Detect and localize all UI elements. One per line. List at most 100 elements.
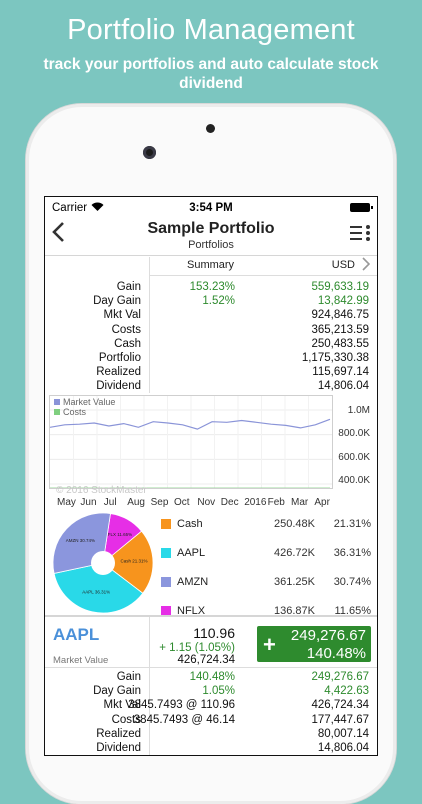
- stock-row: Costs 3845.7493 @ 46.14 177,447.67: [45, 714, 377, 728]
- chart-legend: Market Value Costs: [54, 397, 115, 417]
- gain-badge[interactable]: + 249,276.67 140.48%: [257, 626, 371, 662]
- x-tick-label: Apr: [314, 497, 330, 508]
- summary-row: Costs 365,213.59: [45, 324, 377, 338]
- stock-detail-aapl[interactable]: AAPL 110.96 + 1.15 (1.05%) Market Value …: [45, 617, 377, 755]
- summary-row: Gain 153.23% 559,633.19: [45, 281, 377, 295]
- x-tick-label: Feb: [267, 497, 285, 508]
- summary-row: Realized 115,697.14: [45, 366, 377, 380]
- pie-slice-label: AAPL 36.31%: [82, 589, 110, 594]
- allocation-value: 426.72K: [274, 547, 315, 559]
- allocation-percent: 30.74%: [333, 576, 371, 588]
- allocation-item-nflx[interactable]: NFLX 136.87K 11.65%: [161, 604, 371, 620]
- status-bar: Carrier 3:54 PM: [45, 197, 377, 217]
- summary-row-label: Gain: [116, 281, 141, 293]
- x-tick-label: Sep: [150, 497, 169, 508]
- allocation-value: 136.87K: [274, 605, 315, 617]
- allocation-item-aapl[interactable]: AAPL 426.72K 36.31%: [161, 546, 371, 562]
- status-time: 3:54 PM: [189, 202, 233, 214]
- allocation-item-amzn[interactable]: AMZN 361.25K 30.74%: [161, 575, 371, 591]
- x-tick-label: 2016: [244, 497, 267, 508]
- summary-row-value: 115,697.14: [312, 366, 369, 379]
- x-tick-label: Aug: [127, 497, 145, 508]
- pie-hole: [91, 551, 115, 575]
- gain-percent: 140.48%: [306, 645, 366, 662]
- y-tick-label: 800.0K: [338, 428, 370, 439]
- chevron-right-icon[interactable]: [362, 257, 371, 274]
- speaker-icon: [206, 124, 215, 133]
- stock-row-detail: 3845.7493 @ 110.96: [128, 699, 235, 712]
- navigation-bar: Sample Portfolio Portfolios: [45, 217, 377, 256]
- stock-ticker[interactable]: AAPL: [53, 625, 100, 644]
- promo-subtitle: track your portfolios and auto calculate…: [43, 56, 379, 92]
- color-swatch: [161, 606, 171, 616]
- wifi-icon: [91, 202, 104, 215]
- allocation-name: AAPL: [177, 547, 206, 559]
- currency-label: USD: [331, 259, 355, 271]
- summary-label: Summary: [187, 259, 235, 271]
- summary-row-label: Realized: [96, 366, 141, 379]
- stock-row: Dividend 14,806.04: [45, 742, 377, 755]
- stock-row: Realized 80,007.14: [45, 728, 377, 742]
- stock-row-detail: 1.05%: [202, 685, 235, 698]
- summary-row-label: Cash: [114, 337, 141, 350]
- allocation-name: NFLX: [177, 605, 206, 617]
- pie-slice-cash[interactable]: [102, 530, 154, 594]
- stock-row-label: Costs: [111, 713, 141, 726]
- page-title: Sample Portfolio: [147, 220, 275, 237]
- summary-row-value: 924,846.75: [311, 309, 369, 322]
- stock-row-label: Realized: [96, 727, 141, 740]
- x-tick-label: Jul: [103, 497, 117, 508]
- legend-item-costs: Costs: [54, 407, 115, 417]
- app-screen: Carrier 3:54 PM Sample Portfolio Portfol…: [44, 196, 378, 756]
- list-menu-icon[interactable]: [350, 225, 370, 243]
- summary-row-label: Day Gain: [93, 295, 141, 308]
- stock-row-detail: 3845.7493 @ 46.14: [133, 713, 235, 726]
- summary-row: Mkt Val 924,846.75: [45, 309, 377, 323]
- allocation-percent: 11.65%: [334, 605, 372, 617]
- allocation-pie-chart[interactable]: NFLX 11.65% Cash 21.31% AAPL 36.31% AMZN 30…: [51, 511, 155, 615]
- summary-row-value: 1,175,330.38: [301, 352, 369, 364]
- color-swatch: [161, 548, 171, 558]
- chevron-left-icon[interactable]: [51, 220, 65, 248]
- market-value-chart[interactable]: [49, 395, 333, 490]
- pie-slice-label: NFLX 11.65%: [104, 532, 132, 537]
- chart-watermark: © 2016 StockMaster: [56, 485, 147, 496]
- promo-title: Portfolio Management: [67, 14, 355, 46]
- x-tick-label: Nov: [197, 497, 216, 508]
- stock-row-value: 4,422.63: [324, 685, 369, 698]
- allocation-item-cash[interactable]: Cash 250.48K 21.31%: [161, 517, 371, 533]
- x-tick-label: May: [57, 497, 76, 508]
- y-tick-label: 600.0K: [338, 452, 370, 463]
- summary-divider: [149, 257, 150, 393]
- summary-row-value: 14,806.04: [317, 380, 369, 393]
- stock-row: Mkt Val 3845.7493 @ 110.96 426,724.34: [45, 699, 377, 713]
- stock-row-label: Day Gain: [93, 685, 141, 698]
- section-divider: [45, 615, 377, 617]
- page-subtitle: Portfolios: [188, 239, 234, 251]
- stock-divider: [149, 617, 150, 755]
- gain-amount: 249,276.67: [290, 627, 366, 644]
- summary-header[interactable]: Summary USD: [45, 257, 377, 275]
- stock-row: Gain 140.48% 249,276.67: [45, 671, 377, 685]
- x-tick-label: Jun: [80, 497, 97, 508]
- stock-row-value: 426,724.34: [311, 699, 369, 712]
- x-tick-label: Mar: [291, 497, 309, 508]
- summary-row: Day Gain 1.52% 13,842.99: [45, 295, 377, 309]
- stock-row-value: 14,806.04: [317, 742, 369, 754]
- color-swatch: [161, 519, 171, 529]
- plus-icon: +: [263, 632, 276, 657]
- summary-row-value: 559,633.19: [311, 281, 369, 293]
- summary-row-value: 13,842.99: [317, 295, 369, 308]
- summary-header-line: [149, 275, 377, 276]
- camera-icon: [143, 146, 156, 159]
- x-tick-label: Oct: [174, 497, 190, 508]
- summary-row-value: 250,483.55: [311, 337, 369, 350]
- pie-slice-aapl[interactable]: [53, 562, 144, 614]
- allocation-percent: 36.31%: [333, 547, 371, 559]
- summary-row: Portfolio 1,175,330.38: [45, 352, 377, 366]
- market-value: 426,724.34: [177, 654, 235, 666]
- battery-icon: [350, 203, 373, 212]
- stock-row: Day Gain 1.05% 4,422.63: [45, 685, 377, 699]
- stock-row-value: 80,007.14: [317, 727, 369, 740]
- summary-row-percent: 153.23%: [189, 281, 235, 293]
